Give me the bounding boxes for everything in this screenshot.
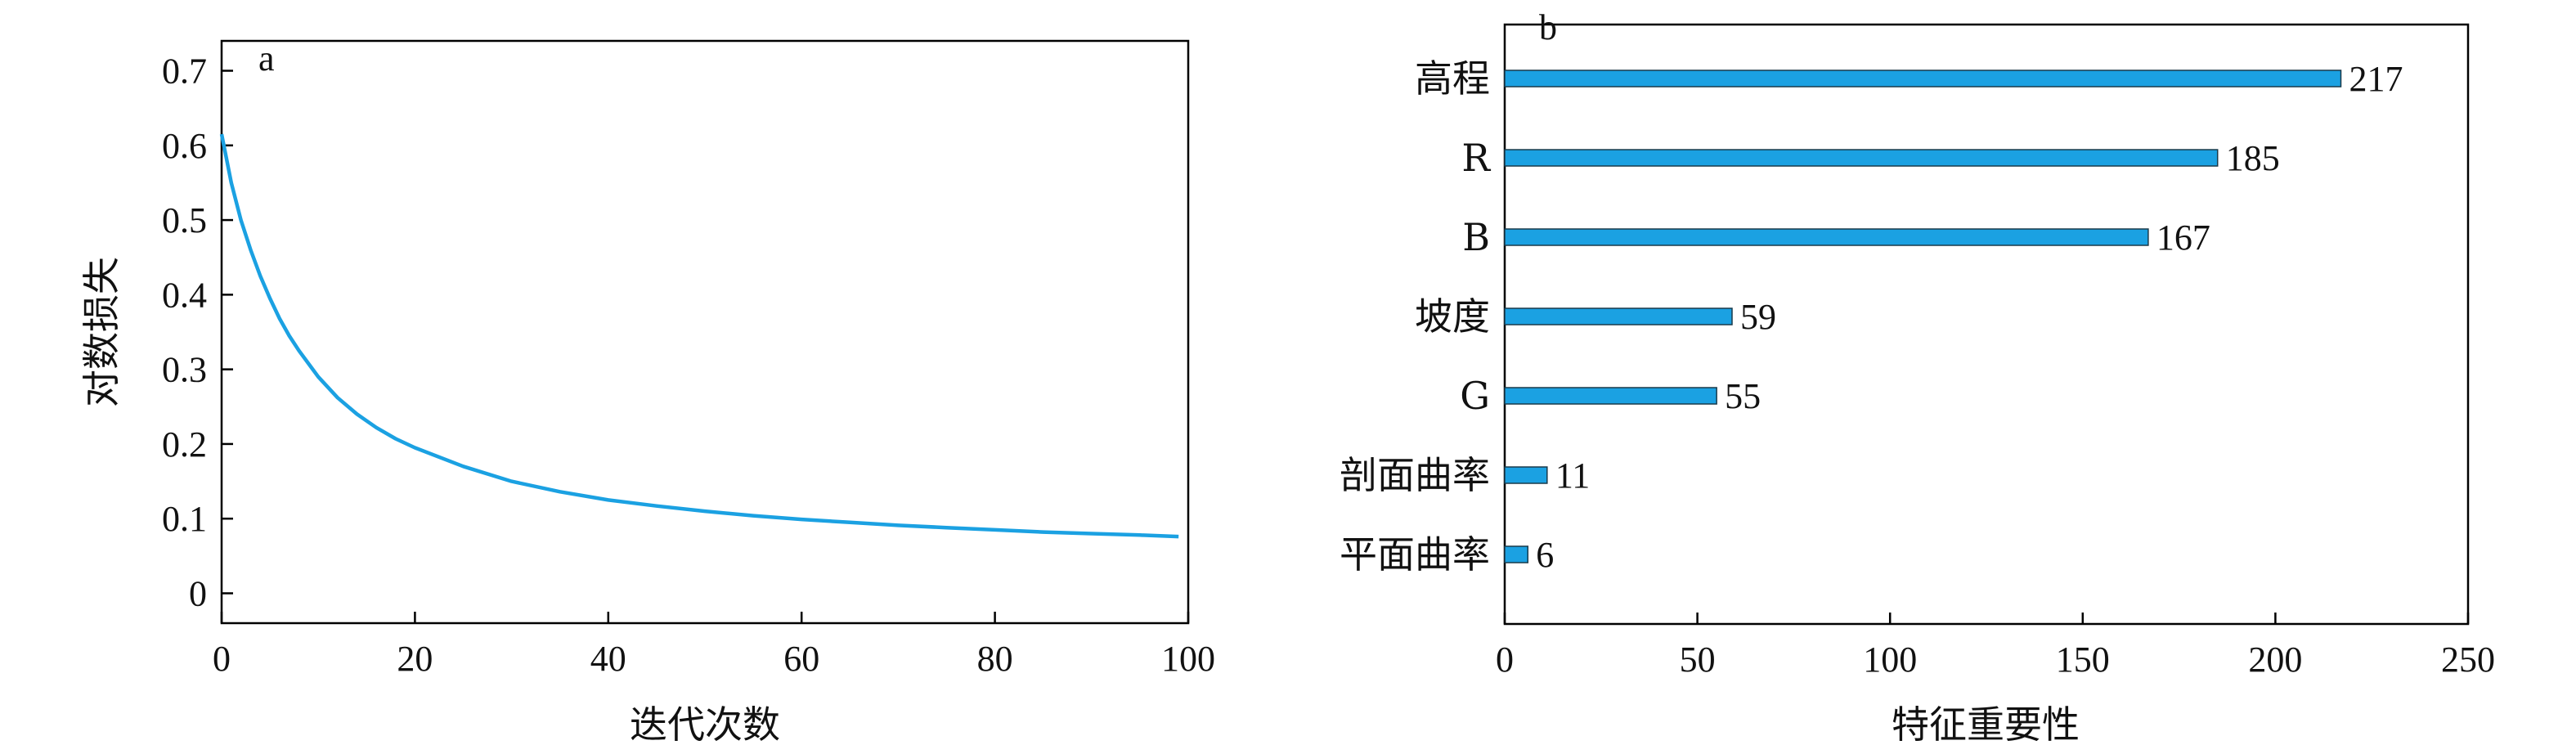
x-tick-label: 100 — [1863, 640, 1917, 680]
y-axis-title: 对数损失 — [79, 257, 123, 407]
y-tick-label: 0 — [189, 573, 207, 613]
x-tick-label: 80 — [977, 639, 1013, 679]
bars: 高程 217 R 185 B 167 坡度 59 G 55 剖面曲率 11 平面曲率 6 — [1340, 56, 2403, 577]
y-tick-label: 0.5 — [162, 200, 207, 240]
plot-frame-a — [220, 39, 1190, 625]
category-label: B — [1462, 215, 1490, 259]
x-axis-title: 特征重要性 — [1892, 702, 2080, 747]
value-label: 55 — [1725, 376, 1761, 416]
category-label: 坡度 — [1415, 294, 1490, 339]
category-label: R — [1461, 136, 1491, 180]
y-tick-label: 0.2 — [162, 424, 207, 465]
category-label: G — [1460, 374, 1490, 418]
y-tick-label: 0.4 — [162, 275, 207, 315]
bar — [1504, 545, 1529, 563]
x-tick-label: 0 — [213, 639, 231, 679]
x-tick-label: 250 — [2441, 640, 2495, 680]
x-tick-label: 150 — [2056, 640, 2110, 680]
y-tick-label: 0.6 — [162, 126, 207, 166]
value-label: 6 — [1536, 535, 1554, 575]
bar — [1504, 228, 2149, 246]
x-tick-label: 100 — [1161, 639, 1215, 679]
y-tick-label: 0.1 — [162, 499, 207, 539]
y-tick-label: 0.3 — [162, 350, 207, 390]
bar — [1504, 307, 1733, 325]
bar — [1504, 149, 2219, 167]
x-tick-label: 60 — [783, 639, 819, 679]
x-tick-label: 50 — [1680, 640, 1716, 680]
panel-label-a: a — [258, 38, 275, 79]
x-axis-ticks: 0 50 100 150 200 250 — [1496, 613, 2495, 680]
x-tick-label: 0 — [1496, 640, 1514, 680]
line-chart-panel: 0 0.1 0.2 0.3 0.4 0.5 0.6 0.7 0 20 40 60 80 100 a 迭代… — [79, 38, 1215, 747]
category-label: 剖面曲率 — [1340, 453, 1490, 497]
bar-chart-panel: 0 50 100 150 200 250 高程 217 R 185 B 167 坡度 59 G 55 剖面曲率… — [1340, 7, 2495, 747]
category-label: 平面曲率 — [1340, 532, 1490, 577]
value-label: 185 — [2226, 138, 2280, 178]
loss-curve — [219, 133, 1179, 539]
panel-label-b: b — [1539, 7, 1557, 47]
x-tick-label: 40 — [590, 639, 626, 679]
x-axis-title: 迭代次数 — [630, 702, 780, 747]
x-tick-label: 200 — [2248, 640, 2302, 680]
x-tick-label: 20 — [397, 639, 433, 679]
y-tick-label: 0.7 — [162, 52, 207, 92]
value-label: 11 — [1555, 456, 1590, 496]
bar — [1504, 387, 1717, 405]
bar — [1504, 466, 1548, 484]
value-label: 217 — [2349, 59, 2403, 99]
category-label: 高程 — [1415, 56, 1490, 101]
value-label: 59 — [1740, 297, 1776, 337]
value-label: 167 — [2156, 218, 2210, 258]
x-axis-ticks: 0 20 40 60 80 100 — [213, 612, 1215, 679]
bar — [1504, 70, 2342, 88]
